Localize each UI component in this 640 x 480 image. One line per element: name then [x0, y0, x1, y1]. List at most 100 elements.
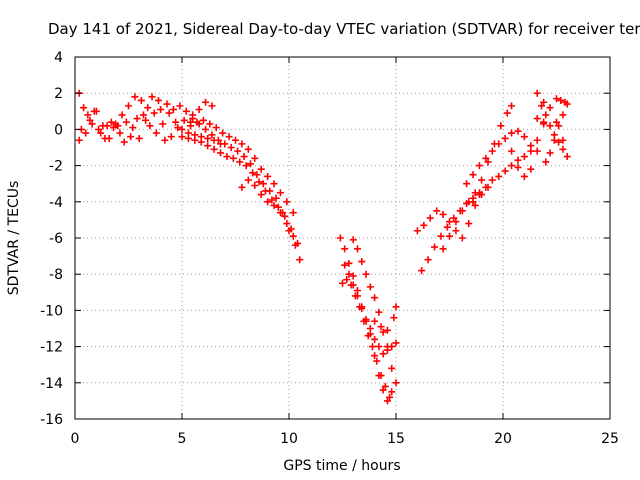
data-point — [208, 102, 216, 110]
data-point — [553, 118, 560, 126]
data-point — [475, 191, 483, 199]
data-point — [112, 120, 120, 128]
data-point — [345, 259, 353, 267]
data-point — [349, 272, 357, 280]
data-point — [129, 124, 137, 132]
data-point — [133, 115, 141, 123]
data-point — [157, 105, 165, 113]
data-point — [225, 133, 233, 141]
data-point — [362, 270, 370, 278]
data-point — [514, 156, 522, 164]
data-point — [514, 127, 522, 135]
series-track-f — [187, 116, 297, 217]
data-point — [261, 187, 269, 195]
series-track-b — [75, 89, 216, 142]
data-point — [276, 209, 284, 217]
y-tick-label: -14 — [40, 376, 63, 392]
data-point — [110, 124, 118, 132]
data-point — [458, 234, 466, 242]
data-point — [270, 201, 278, 209]
y-tick-label: -12 — [40, 340, 63, 356]
x-axis-label: GPS time / hours — [283, 458, 400, 474]
data-point — [388, 388, 396, 396]
data-point — [122, 118, 130, 126]
y-axis-label: SDTVAR / TECUs — [6, 181, 22, 296]
series-track-o — [439, 102, 516, 253]
data-point — [120, 138, 128, 146]
data-point — [238, 140, 246, 148]
data-point — [379, 386, 387, 394]
data-point — [555, 122, 563, 130]
data-point — [349, 281, 357, 289]
data-point — [268, 196, 276, 204]
data-point — [287, 225, 295, 233]
data-point — [437, 232, 445, 240]
data-point — [533, 89, 541, 97]
data-point — [195, 105, 203, 113]
data-point — [197, 138, 205, 146]
data-point — [184, 134, 192, 142]
data-point — [84, 111, 92, 119]
data-point — [508, 102, 516, 110]
data-point — [296, 256, 304, 264]
data-point — [426, 214, 434, 222]
data-point — [172, 118, 180, 126]
data-point — [240, 153, 248, 161]
data-point — [392, 379, 400, 387]
data-point — [294, 239, 302, 247]
y-tick-label: -8 — [49, 267, 63, 283]
data-point — [431, 243, 439, 251]
data-point — [458, 207, 466, 215]
data-point — [371, 294, 379, 302]
data-point — [152, 129, 160, 137]
data-point — [488, 147, 496, 155]
data-point — [75, 136, 83, 144]
series-track-s — [533, 89, 571, 161]
y-tick-label: -2 — [49, 159, 63, 175]
data-point — [366, 283, 374, 291]
data-point — [107, 118, 115, 126]
data-point — [383, 397, 391, 405]
data-point — [559, 145, 567, 153]
data-point — [105, 134, 113, 142]
y-tick-label: -6 — [49, 231, 63, 247]
data-point — [176, 102, 184, 110]
data-point — [255, 178, 263, 186]
data-point — [540, 118, 548, 126]
y-tick-label: 4 — [54, 50, 63, 66]
data-point — [238, 183, 246, 191]
data-point — [336, 234, 344, 242]
data-point — [452, 227, 460, 235]
series-track-e — [178, 133, 302, 247]
data-point — [501, 167, 509, 175]
data-point — [379, 328, 387, 336]
data-point — [148, 93, 156, 101]
data-point — [272, 194, 280, 202]
data-point — [508, 129, 516, 137]
data-point — [527, 142, 535, 150]
data-point — [139, 111, 147, 119]
data-point — [364, 332, 372, 340]
data-point — [178, 125, 186, 133]
data-point — [358, 305, 366, 313]
data-point — [142, 116, 150, 124]
series-track-l — [371, 303, 400, 334]
data-point — [553, 95, 560, 103]
data-point — [210, 145, 218, 153]
data-point — [388, 343, 396, 351]
data-point — [217, 149, 225, 157]
data-point — [257, 165, 265, 173]
data-point — [125, 102, 132, 110]
data-point — [341, 245, 349, 253]
data-point — [546, 149, 554, 157]
data-point — [557, 96, 565, 104]
data-point — [80, 104, 88, 112]
data-point — [339, 279, 346, 287]
data-point — [202, 98, 210, 106]
data-point — [520, 172, 528, 180]
data-point — [135, 134, 143, 142]
data-point — [234, 147, 242, 155]
y-tick-labels: -16 -14 -12 -10 -8 -6 -4 -2 0 2 4 — [40, 50, 63, 428]
data-points — [75, 89, 571, 405]
